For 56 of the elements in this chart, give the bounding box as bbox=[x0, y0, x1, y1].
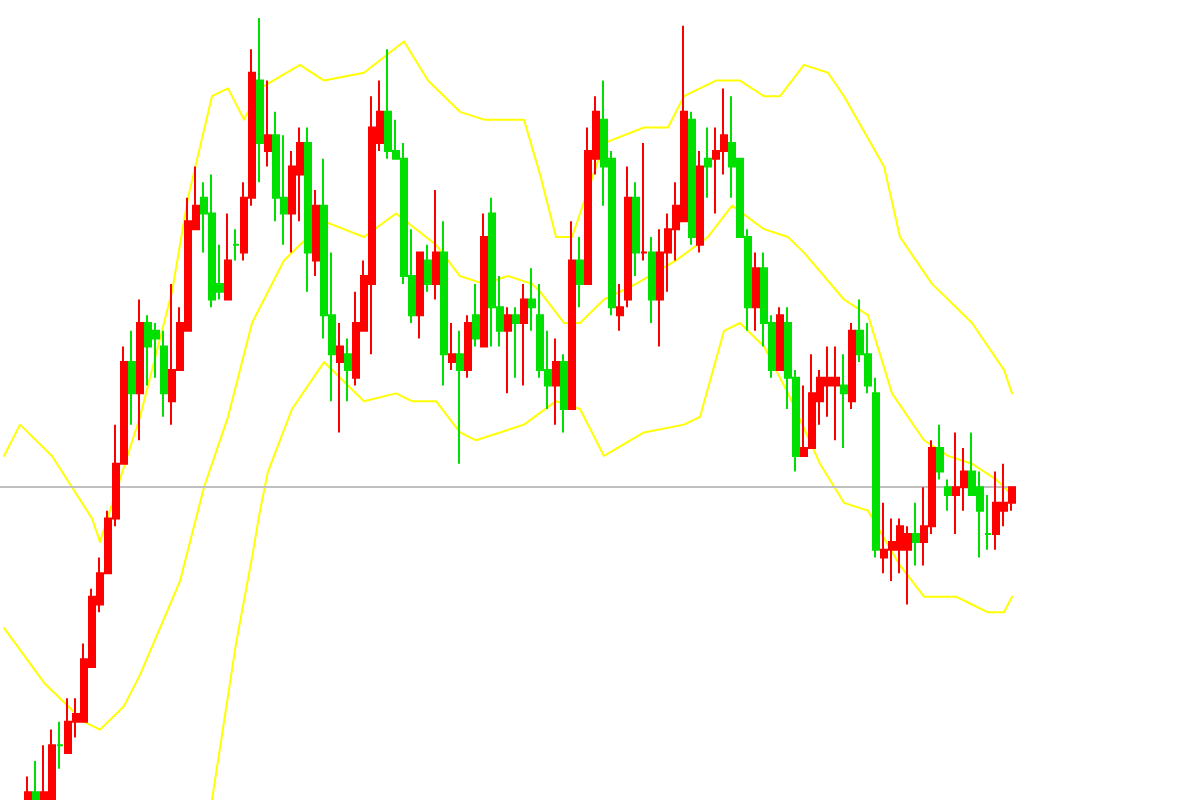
candlestick bbox=[64, 697, 72, 755]
candlestick bbox=[456, 329, 464, 465]
candlestick bbox=[24, 775, 32, 800]
candlestick bbox=[160, 329, 168, 418]
candlestick bbox=[832, 345, 840, 442]
candlestick bbox=[944, 478, 952, 512]
candlestick bbox=[232, 228, 240, 262]
candlestick bbox=[128, 329, 136, 426]
candlestick bbox=[696, 149, 704, 254]
candlestick bbox=[912, 501, 920, 567]
candlestick bbox=[32, 759, 40, 800]
candlestick bbox=[840, 353, 848, 450]
candlestick bbox=[256, 17, 264, 184]
candlestick bbox=[416, 251, 424, 340]
candlestick bbox=[144, 314, 152, 387]
candlestick bbox=[440, 220, 448, 387]
candlestick bbox=[648, 235, 656, 324]
candlestick bbox=[472, 282, 480, 348]
candlestick bbox=[504, 306, 512, 395]
candlestick bbox=[488, 196, 496, 348]
candlestick bbox=[432, 189, 440, 301]
candlestick bbox=[48, 728, 56, 800]
candlestick bbox=[264, 79, 272, 168]
candlestick bbox=[880, 501, 888, 575]
candlestick bbox=[952, 431, 960, 536]
candlestick bbox=[752, 251, 760, 332]
candlestick bbox=[688, 110, 696, 246]
candlestick bbox=[304, 126, 312, 293]
candlestick bbox=[384, 48, 392, 160]
candlestick bbox=[904, 525, 912, 606]
candlestick bbox=[464, 314, 472, 379]
candlestick bbox=[312, 189, 320, 278]
candlestick bbox=[480, 212, 488, 348]
candlestick bbox=[560, 353, 568, 434]
candlestick bbox=[552, 337, 560, 426]
candlestick bbox=[336, 321, 344, 434]
candlestick bbox=[56, 720, 64, 770]
candlestick bbox=[168, 282, 176, 426]
candlestick bbox=[992, 470, 1000, 551]
candlestick bbox=[576, 235, 584, 309]
candlestick bbox=[520, 282, 528, 387]
candlestick bbox=[344, 337, 352, 403]
candlestick bbox=[848, 321, 856, 410]
candlestick bbox=[512, 306, 520, 379]
candlestick bbox=[640, 142, 648, 262]
candlestick bbox=[448, 321, 456, 371]
candlestick bbox=[568, 220, 576, 410]
candlestick bbox=[208, 173, 216, 309]
candlestick bbox=[776, 306, 784, 371]
candlestick bbox=[808, 353, 816, 450]
candlestick bbox=[936, 423, 944, 481]
candlestick bbox=[224, 212, 232, 301]
candlestick bbox=[424, 243, 432, 293]
candlestick bbox=[704, 126, 712, 199]
candlestick bbox=[632, 181, 640, 278]
candlestick bbox=[136, 298, 144, 442]
